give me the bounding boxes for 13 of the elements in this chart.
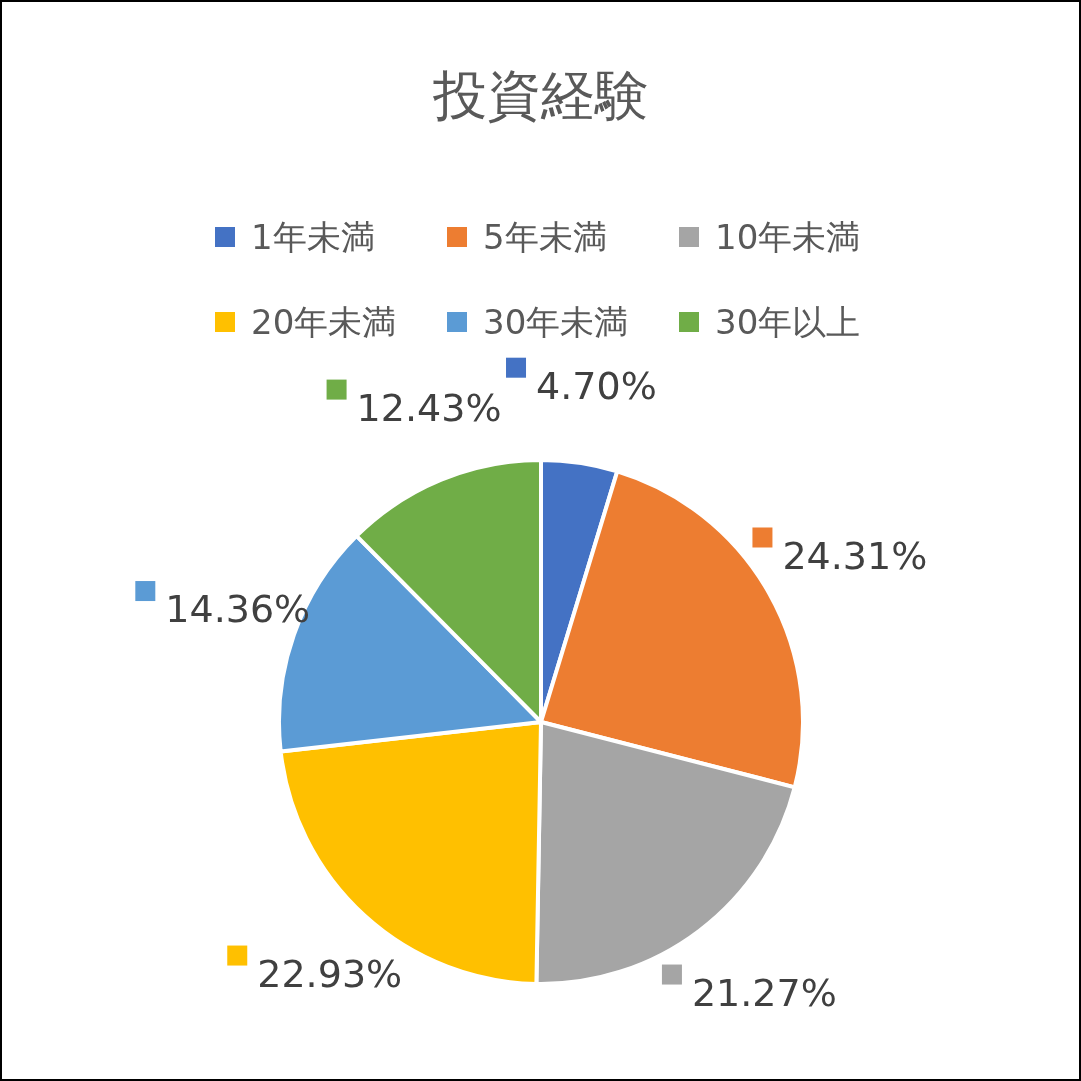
- data-label: 24.31%: [782, 533, 928, 578]
- legend-label: 5年未満: [483, 217, 607, 257]
- data-label: 12.43%: [356, 385, 502, 430]
- legend-label: 30年以上: [715, 302, 861, 342]
- legend-label: 20年未満: [251, 302, 397, 342]
- legend-label: 10年未満: [715, 217, 861, 257]
- data-label: 14.36%: [165, 587, 311, 632]
- legend-label: 30年未満: [483, 302, 629, 342]
- data-label: 21.27%: [691, 970, 837, 1015]
- chart-title: 投資経験: [431, 63, 649, 127]
- legend-label: 1年未満: [251, 217, 375, 257]
- data-label: 22.93%: [257, 951, 403, 996]
- data-label: 4.70%: [536, 363, 657, 408]
